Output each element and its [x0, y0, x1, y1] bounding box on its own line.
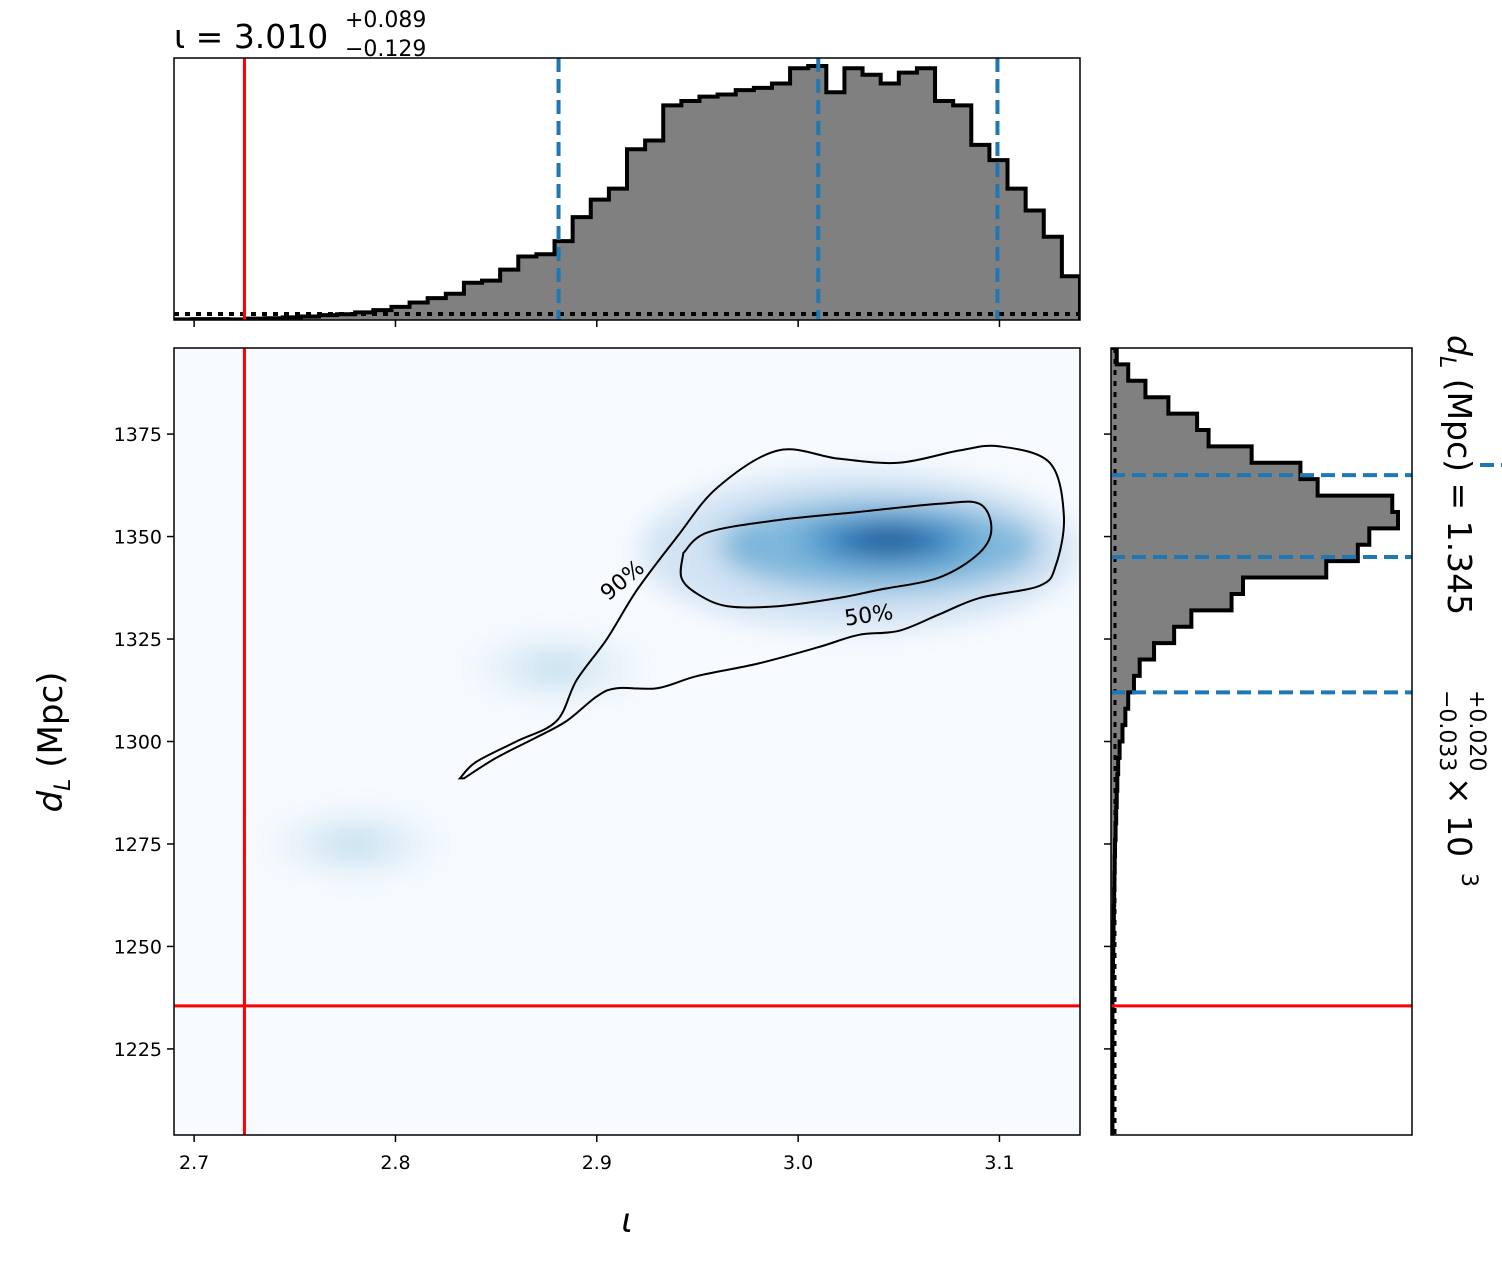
top-x-ticks: [193, 320, 1001, 327]
svg-text:dL (Mpc): dL (Mpc): [31, 672, 76, 813]
y-tick-label: 1350: [114, 527, 162, 549]
contour-90: [457, 444, 1065, 780]
y-axis-label: dL (Mpc): [31, 672, 76, 813]
top-histogram-edge: [174, 64, 1080, 320]
joint-y-ticks: 1225 1250 1275 1300 1325 1350 1375: [114, 424, 174, 1061]
top-histogram-fill: [174, 66, 1080, 320]
right-title-multiplier: × 10: [1440, 777, 1479, 857]
right-marginal-panel: dL (Mpc) = 1.345 +0.020 −0.033 × 10 3: [1104, 335, 1502, 1136]
top-title: ι = 3.010: [174, 17, 328, 56]
density-tail-mid: [446, 622, 667, 713]
y-tick-label: 1325: [114, 629, 162, 651]
right-title: dL (Mpc) = 1.345 +0.020 −0.033 × 10 3: [1434, 335, 1489, 887]
top-title-plus: +0.089: [345, 8, 426, 33]
right-histogram-edge: [1111, 348, 1400, 1135]
joint-background: [174, 348, 1080, 1135]
joint-x-ticks: 2.7 2.8 2.9 3.0 3.1: [179, 1135, 1015, 1174]
right-histogram-fill: [1111, 348, 1398, 1135]
y-tick-label: 1275: [114, 834, 162, 856]
x-tick-label: 3.0: [783, 1152, 813, 1174]
right-title-minus: −0.033: [1434, 690, 1459, 771]
x-tick-label: 2.7: [179, 1152, 209, 1174]
right-y-ticks: [1104, 433, 1111, 1050]
x-axis-label: ι: [621, 1201, 633, 1241]
y-tick-label: 1250: [114, 936, 162, 958]
density-tail-far: [245, 798, 466, 889]
right-title-plus: +0.020: [1464, 690, 1489, 771]
y-tick-label: 1375: [114, 424, 162, 446]
x-tick-label: 2.9: [582, 1152, 612, 1174]
right-title-exponent: 3: [1456, 873, 1481, 887]
top-panel-frame: [173, 57, 1081, 321]
svg-text:dL (Mpc) = 1.345: dL (Mpc) = 1.345: [1434, 335, 1479, 615]
top-marginal-panel: ι = 3.010 +0.089 −0.129: [173, 8, 1081, 327]
joint-panel: 90% 50% 2.7 2.8 2.9 3.0 3.1 1225 1250 1275 1300…: [31, 347, 1081, 1241]
y-tick-label: 1300: [114, 732, 162, 754]
top-title-minus: −0.129: [345, 37, 426, 62]
x-tick-label: 3.1: [984, 1152, 1014, 1174]
density-map: 90% 50%: [174, 348, 1080, 1135]
contour-50: [679, 500, 993, 609]
x-tick-label: 2.8: [380, 1152, 410, 1174]
y-tick-label: 1225: [114, 1039, 162, 1061]
density-core: [753, 502, 1024, 579]
